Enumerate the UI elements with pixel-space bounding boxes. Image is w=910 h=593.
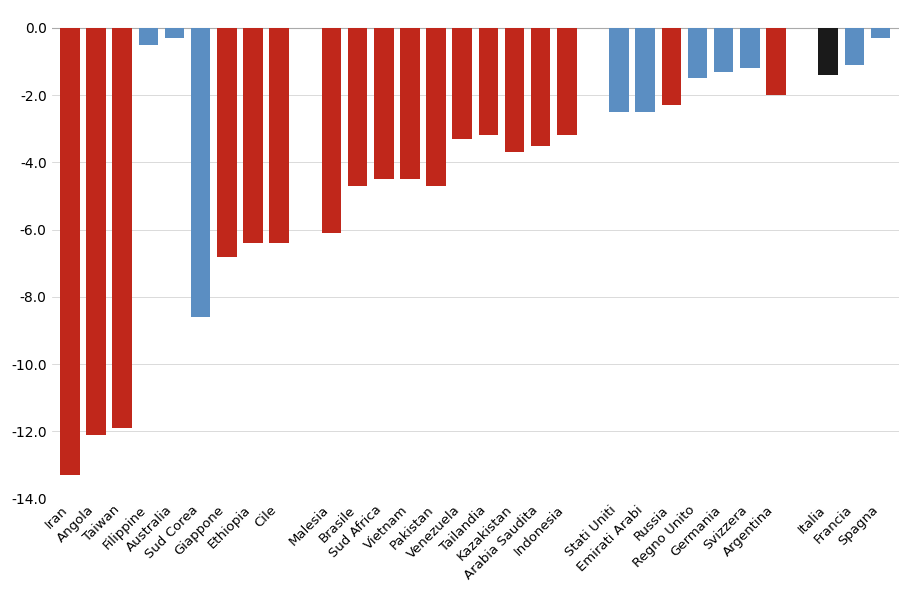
Bar bbox=[400, 28, 420, 179]
Bar bbox=[479, 28, 498, 135]
Bar bbox=[557, 28, 577, 135]
Bar bbox=[426, 28, 446, 186]
Bar bbox=[871, 28, 890, 38]
Bar bbox=[374, 28, 393, 179]
Bar bbox=[452, 28, 472, 139]
Bar bbox=[688, 28, 707, 78]
Bar bbox=[740, 28, 760, 68]
Bar bbox=[165, 28, 185, 38]
Bar bbox=[86, 28, 106, 435]
Bar bbox=[662, 28, 682, 105]
Bar bbox=[138, 28, 158, 44]
Bar bbox=[191, 28, 210, 317]
Bar bbox=[610, 28, 629, 112]
Bar bbox=[713, 28, 733, 72]
Bar bbox=[766, 28, 786, 95]
Bar bbox=[531, 28, 551, 145]
Bar bbox=[505, 28, 524, 152]
Bar bbox=[321, 28, 341, 233]
Bar bbox=[60, 28, 80, 475]
Bar bbox=[269, 28, 288, 243]
Bar bbox=[818, 28, 838, 75]
Bar bbox=[635, 28, 655, 112]
Bar bbox=[217, 28, 237, 257]
Bar bbox=[348, 28, 368, 186]
Bar bbox=[113, 28, 132, 428]
Bar bbox=[243, 28, 263, 243]
Bar bbox=[844, 28, 864, 65]
